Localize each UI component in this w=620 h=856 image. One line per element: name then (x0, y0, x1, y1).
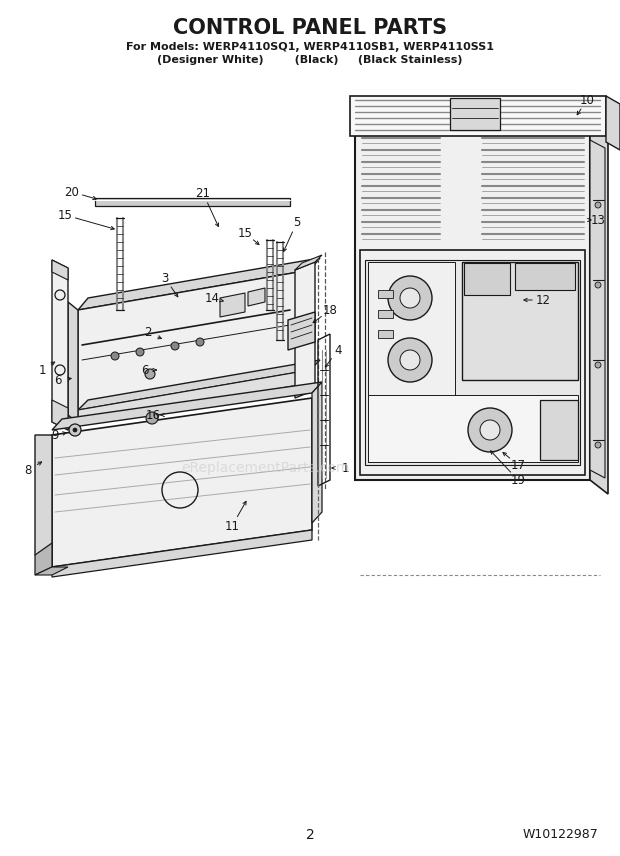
Text: 12: 12 (536, 294, 551, 306)
Text: 2: 2 (144, 326, 152, 340)
Polygon shape (220, 293, 245, 317)
Circle shape (171, 342, 179, 350)
Polygon shape (78, 370, 310, 423)
Polygon shape (365, 260, 580, 465)
Text: 13: 13 (591, 213, 606, 227)
Text: 3: 3 (161, 271, 169, 284)
Polygon shape (295, 255, 322, 270)
Polygon shape (52, 260, 68, 280)
Text: 15: 15 (237, 227, 252, 240)
Text: 20: 20 (64, 186, 79, 199)
Polygon shape (355, 118, 590, 480)
Text: 2: 2 (306, 828, 314, 842)
Polygon shape (35, 567, 68, 575)
Circle shape (480, 420, 500, 440)
Text: 14: 14 (205, 292, 219, 305)
Polygon shape (52, 382, 322, 430)
Polygon shape (462, 262, 578, 380)
Text: 9: 9 (51, 429, 59, 442)
Circle shape (111, 352, 119, 360)
Text: 21: 21 (195, 187, 211, 199)
Polygon shape (515, 263, 575, 290)
Text: 4: 4 (334, 343, 342, 356)
Polygon shape (78, 258, 320, 310)
Polygon shape (368, 395, 578, 462)
Polygon shape (288, 312, 315, 350)
Circle shape (146, 412, 158, 424)
Text: 6: 6 (141, 364, 149, 377)
Circle shape (595, 442, 601, 448)
Circle shape (388, 338, 432, 382)
Polygon shape (378, 310, 393, 318)
Circle shape (73, 428, 77, 432)
Text: 15: 15 (58, 209, 73, 222)
Text: CONTROL PANEL PARTS: CONTROL PANEL PARTS (173, 18, 447, 38)
Polygon shape (368, 262, 455, 462)
Circle shape (136, 348, 144, 356)
Text: (Designer White)        (Black)     (Black Stainless): (Designer White) (Black) (Black Stainles… (157, 55, 463, 65)
Circle shape (595, 202, 601, 208)
Polygon shape (248, 288, 265, 306)
Text: 17: 17 (510, 459, 526, 472)
Circle shape (595, 362, 601, 368)
Text: 8: 8 (24, 463, 32, 477)
Polygon shape (606, 96, 620, 150)
Polygon shape (350, 96, 606, 136)
Polygon shape (378, 330, 393, 338)
Polygon shape (355, 118, 608, 132)
Text: 19: 19 (510, 473, 526, 486)
Text: 1: 1 (38, 364, 46, 377)
Text: 10: 10 (580, 93, 595, 106)
Text: 18: 18 (322, 304, 337, 317)
Polygon shape (378, 290, 393, 298)
Polygon shape (464, 263, 510, 295)
Polygon shape (68, 302, 78, 423)
Polygon shape (52, 260, 68, 430)
Text: W10122987: W10122987 (522, 829, 598, 841)
Polygon shape (450, 98, 500, 130)
Polygon shape (590, 140, 605, 478)
Circle shape (400, 350, 420, 370)
Polygon shape (78, 360, 320, 410)
Polygon shape (52, 398, 312, 567)
Text: 1: 1 (341, 461, 348, 474)
Text: eReplacementParts.com: eReplacementParts.com (181, 461, 349, 475)
Polygon shape (52, 530, 312, 577)
Polygon shape (312, 382, 322, 523)
Polygon shape (295, 262, 315, 398)
Polygon shape (52, 400, 68, 430)
Polygon shape (78, 270, 310, 410)
Circle shape (196, 338, 204, 346)
Text: 11: 11 (224, 520, 239, 532)
Text: 5: 5 (293, 216, 301, 229)
Text: For Models: WERP4110SQ1, WERP4110SB1, WERP4110SS1: For Models: WERP4110SQ1, WERP4110SB1, WE… (126, 42, 494, 52)
Circle shape (145, 369, 155, 379)
Text: 6: 6 (55, 373, 62, 387)
Circle shape (595, 282, 601, 288)
Circle shape (69, 424, 81, 436)
Polygon shape (35, 435, 52, 567)
Circle shape (468, 408, 512, 452)
Circle shape (400, 288, 420, 308)
Circle shape (388, 276, 432, 320)
Polygon shape (590, 118, 608, 494)
Polygon shape (35, 543, 52, 575)
Text: 16: 16 (146, 408, 161, 421)
Polygon shape (540, 400, 578, 460)
Polygon shape (95, 198, 290, 206)
